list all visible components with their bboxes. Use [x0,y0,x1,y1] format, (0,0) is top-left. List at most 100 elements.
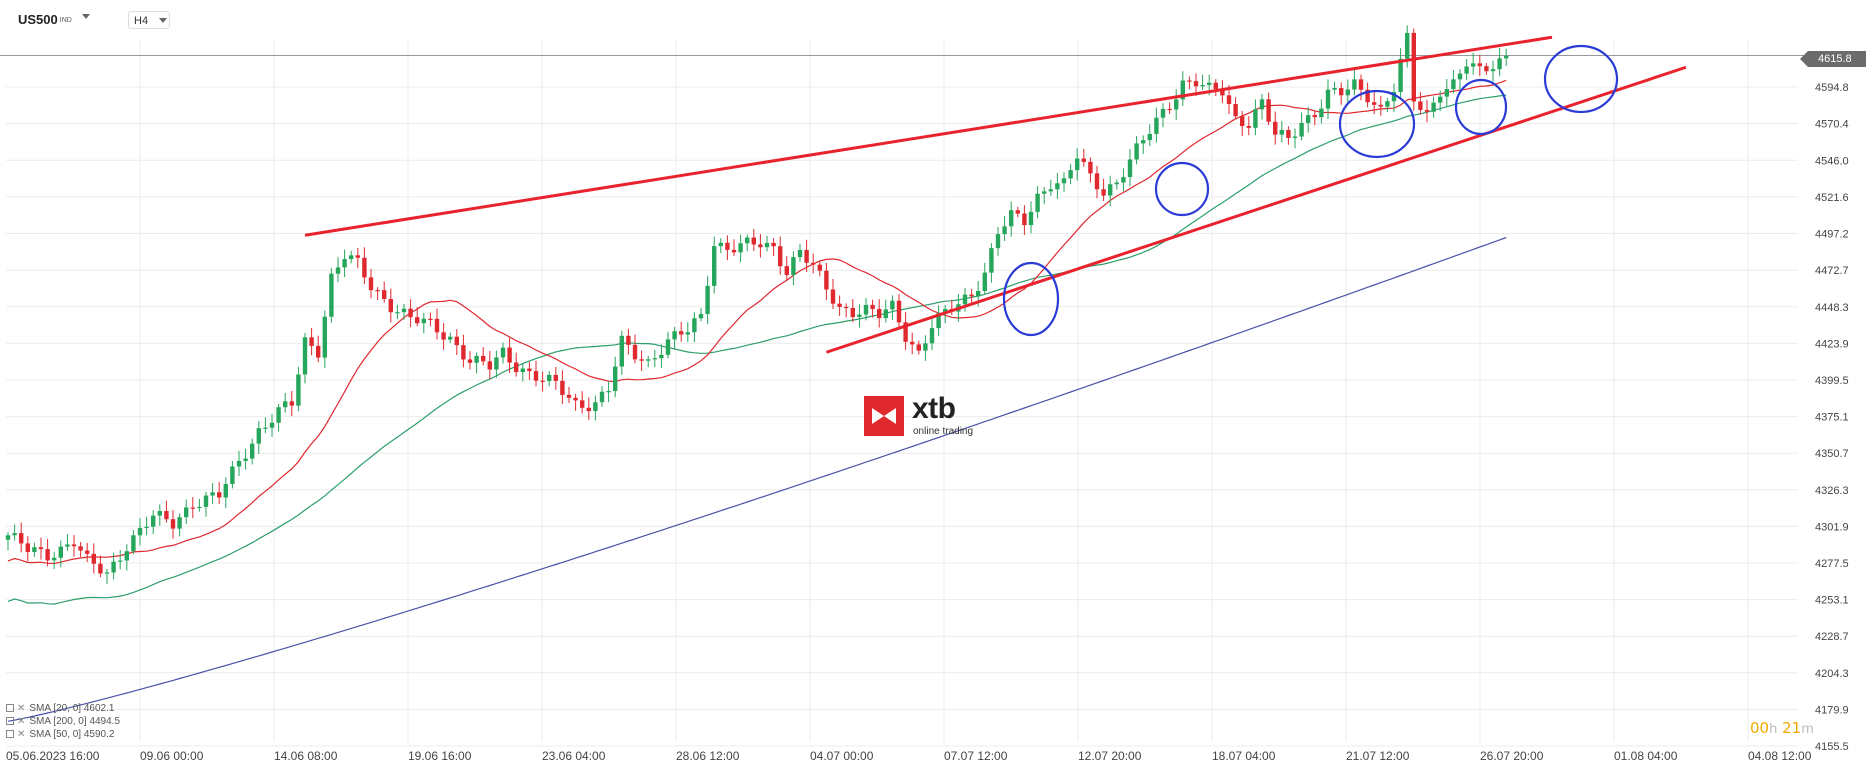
candle-body [1246,126,1251,128]
candle-body [91,553,96,564]
candle-body [65,544,70,547]
candle-body [1451,79,1456,90]
candle-body [144,526,149,528]
candle-body [923,343,928,351]
candle-body [639,359,644,361]
candle-body [118,560,123,562]
candle-body [1015,210,1020,214]
candle-body [1075,158,1080,171]
timeframe-selector[interactable]: H4 [128,11,170,29]
candle-body [725,242,730,250]
x-tick-label: 26.07 20:00 [1480,749,1544,763]
close-icon[interactable]: ✕ [17,729,26,740]
sma200-line [7,236,1507,722]
candle-body [184,507,189,518]
candle-body [250,443,255,459]
candle-body [1299,122,1304,137]
settings-icon[interactable] [6,704,14,713]
candle-body [415,317,420,324]
y-axis: 4155.5 4179.9 4204.3 4228.7 4253.1 4277.5 4301… [1815,82,1849,753]
candle-body [804,250,809,263]
logo-name: xtb [912,392,956,425]
y-tick-label: 4375.1 [1815,412,1849,424]
candle-body [1055,183,1060,190]
candle-body [976,290,981,297]
annotations [304,35,1687,354]
candle-body [1398,58,1403,92]
candle-body [1022,213,1027,226]
y-tick-label: 4253.1 [1815,595,1849,607]
candle-body [1286,129,1291,138]
candle-body [632,344,638,360]
legend-item[interactable]: ✕ SMA [200, 0] 4494.5 [6,716,120,727]
candle-body [395,312,400,314]
candle-body [329,273,334,317]
candles [5,25,1509,584]
candle-body [593,402,598,412]
candle-body [560,380,565,395]
legend-item[interactable]: ✕ SMA [50, 0] 4590.2 [6,729,114,740]
close-icon[interactable]: ✕ [17,716,26,727]
candle-body [883,309,888,319]
candle-body [1200,85,1205,87]
y-tick-label: 4448.3 [1815,302,1849,314]
candle-body [131,535,136,552]
candle-body [408,308,413,318]
candle-body [896,300,902,323]
candle-body [877,308,882,319]
candle-body [151,515,156,527]
close-icon[interactable]: ✕ [17,703,26,714]
candle-body [85,550,90,554]
candle-body [1424,109,1430,112]
x-tick-label: 05.06.2023 16:00 [6,749,100,763]
candle-body [45,549,50,561]
candle-body [514,362,519,373]
candle-body [837,303,842,307]
candle-body [1048,189,1053,192]
chevron-down-icon[interactable] [159,18,167,23]
sma200-polyline [7,236,1507,722]
candle-body [375,290,380,292]
candle-body [527,368,532,372]
symbol-name: US500 [18,12,58,27]
grid [0,40,1808,747]
candle-body [494,357,499,370]
candle-body [586,407,591,412]
candle-body [434,318,440,333]
settings-icon[interactable] [6,730,14,739]
candle-body [1101,189,1106,196]
candle-body [388,299,393,313]
candle-body [137,527,143,536]
x-tick-label: 14.06 08:00 [274,749,338,763]
x-axis: 05.06.2023 16:00 09.06 00:00 14.06 08:00 19… [6,749,1812,763]
sma20-line [7,79,1507,565]
candle-body [1345,89,1350,96]
candle-body [1160,108,1166,118]
sma20-polyline [7,79,1507,565]
candle-body [1180,80,1185,100]
candle-body [164,510,169,520]
candle-body [362,257,367,278]
candle-body [355,255,360,258]
candle-body [1134,143,1139,160]
y-tick-label: 4301.9 [1815,521,1849,533]
candle-body [1220,88,1225,96]
candle-body [1444,89,1449,97]
candle-body [811,262,816,265]
symbol-selector[interactable]: US500 IND [18,12,72,27]
chart-toolbar: US500 IND H4 [0,0,1866,38]
candle-body [289,401,294,406]
x-tick-label: 23.06 04:00 [542,749,606,763]
candle-body [738,243,743,253]
candle-body [995,234,1001,249]
candle-body [382,290,387,300]
candle-body [1484,66,1489,72]
xtb-logo-icon [864,396,904,436]
candle-body [1405,32,1410,59]
chevron-down-icon[interactable] [82,14,90,19]
legend-item[interactable]: ✕ SMA [20, 0] 4602.1 [6,703,114,714]
candle-body [890,300,895,310]
settings-icon[interactable] [6,717,14,726]
candle-body [692,318,697,333]
